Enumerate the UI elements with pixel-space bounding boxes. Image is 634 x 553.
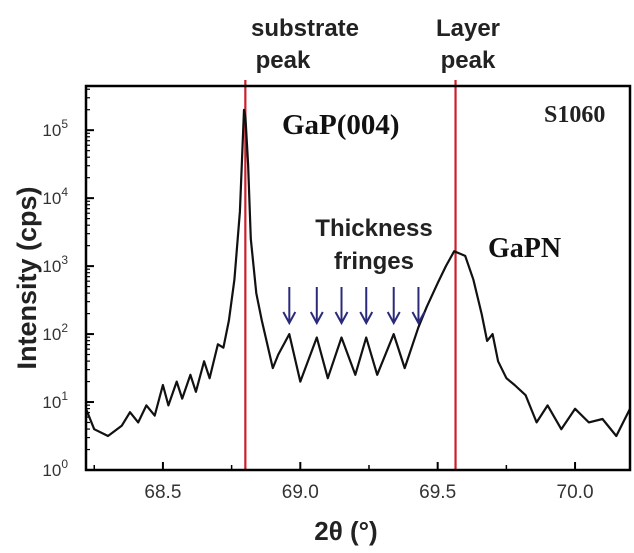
y-tick-exponent: 2 [61,321,68,335]
layer-peak-label-line1: Layer [436,15,500,42]
sample-label: S1060 [544,102,605,128]
fringe-arrow [359,287,374,326]
y-tick-base: 10 [42,121,61,140]
layer-peak-name: GaPN [488,233,561,264]
substrate-peak-label-line1: substrate [251,15,359,42]
y-tick-label: 103 [42,253,68,276]
fringes-label-line2: fringes [334,248,414,275]
fringe-arrow [282,287,297,326]
fringe-arrows [282,287,426,326]
fringe-arrow [309,287,324,326]
y-tick-label: 101 [42,389,68,412]
x-tick-label: 70.0 [557,482,594,503]
fringe-arrow [334,287,349,326]
x-tick-label: 69.0 [282,482,319,503]
x-tick-label: 68.5 [144,482,181,503]
fringes-label-line1: Thickness [315,215,432,242]
substrate-peak-name: GaP(004) [282,109,400,141]
x-axis-label: 2θ (°) [314,516,377,546]
peak-reference-lines [244,80,457,470]
y-tick-label: 105 [42,117,68,140]
y-tick-label: 100 [42,457,68,480]
y-axis-label: Intensity (cps) [12,186,42,369]
y-tick-base: 10 [42,257,61,276]
plot-frame [84,84,632,472]
y-tick-label: 102 [42,321,68,344]
series-line-intensity [84,108,631,438]
layer-peak-label-line2: peak [441,47,496,74]
y-tick-base: 10 [42,189,61,208]
x-tick-label: 69.5 [419,482,456,503]
y-tick-exponent: 0 [61,457,68,471]
fringe-arrow [411,287,426,326]
y-tick-base: 10 [42,393,61,412]
substrate-peak-label-line2: peak [256,47,311,74]
y-tick-exponent: 1 [61,389,68,403]
y-tick-exponent: 5 [61,117,68,131]
y-tick-base: 10 [42,461,61,480]
y-tick-label: 104 [42,185,68,208]
fringe-arrow [386,287,401,326]
y-tick-exponent: 3 [61,253,68,267]
y-tick-base: 10 [42,325,61,344]
y-tick-exponent: 4 [61,185,68,199]
